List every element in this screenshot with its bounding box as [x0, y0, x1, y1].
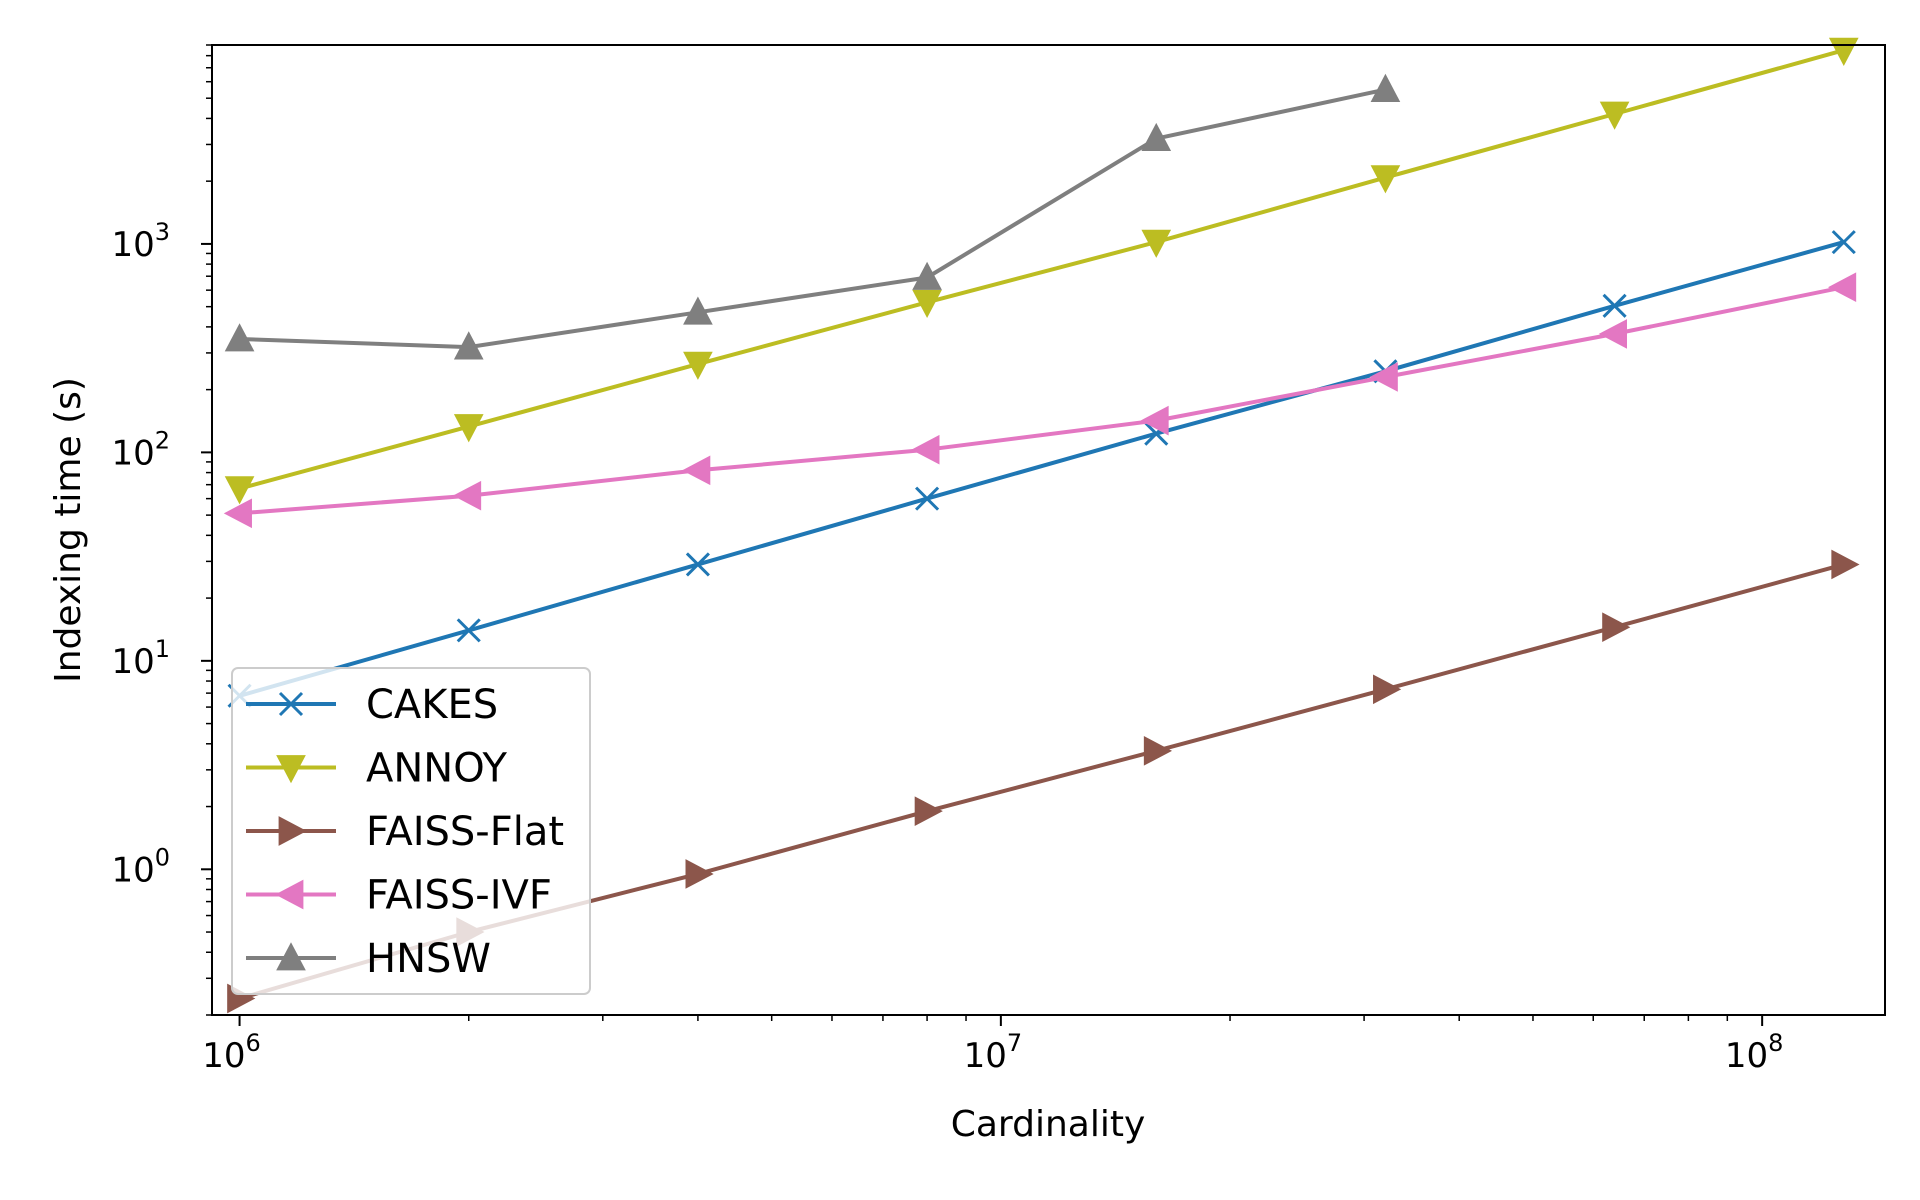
legend-swatch-marker [278, 816, 307, 846]
cakes-point [456, 618, 481, 643]
series-hnsw [224, 73, 1401, 360]
annoy-line [239, 48, 1845, 491]
hnsw-point [224, 323, 255, 352]
faiss-ivf-point [682, 455, 711, 486]
annoy-point [453, 414, 484, 443]
faiss-ivf-point [1827, 272, 1857, 303]
cakes-line [239, 240, 1845, 698]
faiss-ivf-point [1140, 405, 1169, 436]
cakes-point [915, 486, 940, 511]
y-tick-label: 103 [111, 218, 170, 265]
cakes-point [1602, 293, 1627, 318]
hnsw-point [1141, 122, 1172, 152]
faiss-flat-point [1602, 612, 1631, 643]
hnsw-point [912, 261, 942, 290]
legend-item-faiss-ivf: FAISS-IVF [246, 873, 552, 919]
faiss-ivf-point [1369, 362, 1398, 392]
legend-swatch-marker [275, 879, 304, 910]
faiss-flat-point [1373, 674, 1402, 705]
y-tick-label: 102 [111, 426, 170, 473]
x-tick-label: 107 [964, 1029, 1023, 1076]
x-axis-label: Cardinality [951, 1104, 1146, 1145]
hnsw-point [683, 296, 713, 325]
hnsw-point [1370, 73, 1401, 102]
series-faiss-ivf [223, 272, 1857, 529]
faiss-ivf-point [223, 498, 252, 529]
faiss-flat-point [914, 796, 943, 827]
series-annoy [224, 37, 1859, 505]
faiss-ivf-point [911, 434, 940, 465]
faiss-ivf-point [452, 480, 482, 511]
faiss-ivf-line [239, 285, 1845, 516]
legend-label: FAISS-IVF [366, 873, 552, 919]
annoy-point [912, 289, 942, 319]
plot-frame [211, 44, 1886, 1016]
annoy-point [224, 476, 255, 505]
faiss-ivf-point [1598, 319, 1627, 349]
hnsw-line [239, 87, 1386, 350]
y-tick-label: 100 [111, 843, 170, 890]
x-tick-label: 106 [202, 1029, 261, 1076]
legend-swatch-marker [278, 691, 304, 717]
legend-item-hnsw: HNSW [246, 936, 491, 982]
legend-label: HNSW [366, 936, 491, 982]
annoy-point [1370, 165, 1401, 194]
legend-box [231, 667, 591, 995]
annoy-point [683, 351, 713, 380]
legend-label: CAKES [366, 682, 498, 728]
legend-item-cakes: CAKES [246, 682, 498, 728]
legend-item-faiss-flat: FAISS-Flat [246, 809, 564, 855]
legend-swatch-marker [276, 755, 306, 784]
y-axis-label: Indexing time (s) [48, 377, 89, 683]
legend-swatch-marker [276, 942, 306, 971]
y-tick-label: 101 [111, 635, 170, 682]
faiss-flat-point [685, 859, 714, 889]
legend-label: FAISS-Flat [366, 809, 564, 855]
faiss-flat-point [1143, 736, 1173, 766]
legend-item-annoy: ANNOY [246, 746, 508, 792]
cakes-point [1831, 230, 1856, 255]
legend: CAKES ANNOY FAISS-Flat FAISS-IVF HNSW [231, 667, 591, 995]
cakes-point [685, 552, 710, 577]
annoy-point [1599, 101, 1630, 130]
x-tick-label: 108 [1725, 1029, 1784, 1076]
legend-label: ANNOY [366, 746, 508, 792]
hnsw-point [453, 331, 484, 360]
faiss-flat-point [1831, 549, 1860, 580]
annoy-point [1141, 229, 1172, 258]
